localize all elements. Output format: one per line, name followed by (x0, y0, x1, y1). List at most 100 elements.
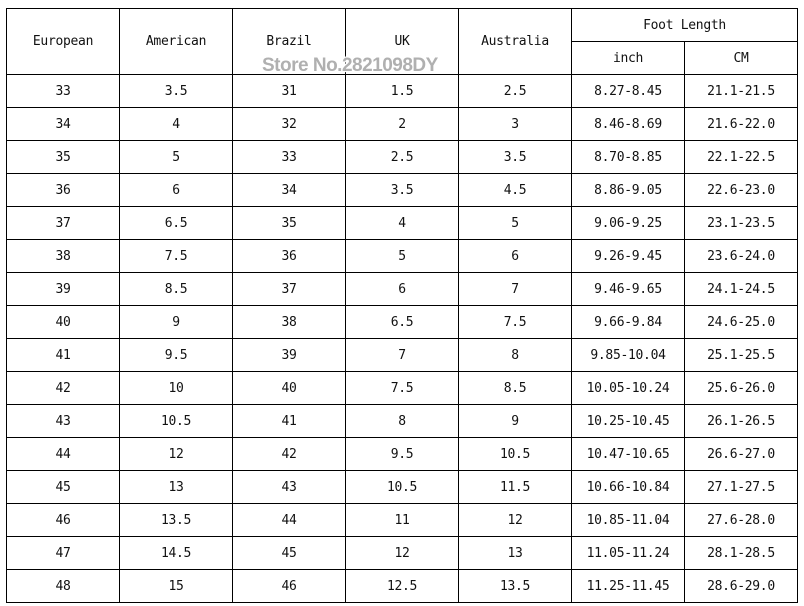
header-american: American (119, 8, 233, 75)
table-cell: 7.5 (458, 305, 572, 339)
table-cell: 8.86-9.05 (571, 173, 685, 207)
table-cell: 23.6-24.0 (683, 239, 799, 273)
table-row: 33 3.5 31 1.5 2.5 8.27-8.45 21.1-21.5 (6, 74, 799, 108)
table-cell: 10.5 (345, 470, 459, 504)
table-cell: 6.5 (119, 206, 233, 240)
table-cell: 35 (6, 140, 120, 174)
table-cell: 3 (458, 107, 572, 141)
table-cell: 25.6-26.0 (683, 371, 799, 405)
table-row: 48 15 46 12.5 13.5 11.25-11.45 28.6-29.0 (6, 569, 799, 603)
header-australia: Australia (458, 8, 572, 75)
table-cell: 10.47-10.65 (571, 437, 685, 471)
table-cell: 9.46-9.65 (571, 272, 685, 306)
table-cell: 3.5 (119, 74, 233, 108)
table-cell: 9.85-10.04 (571, 338, 685, 372)
table-cell: 11.5 (458, 470, 572, 504)
table-cell: 26.6-27.0 (683, 437, 799, 471)
table-cell: 46 (6, 503, 120, 537)
table-cell: 39 (232, 338, 346, 372)
table-cell: 8.70-8.85 (571, 140, 685, 174)
table-row: 39 8.5 37 6 7 9.46-9.65 24.1-24.5 (6, 272, 799, 306)
table-cell: 38 (6, 239, 120, 273)
table-cell: 4.5 (458, 173, 572, 207)
table-cell: 44 (6, 437, 120, 471)
table-cell: 37 (232, 272, 346, 306)
table-cell: 22.6-23.0 (683, 173, 799, 207)
table-cell: 36 (6, 173, 120, 207)
table-cell: 35 (232, 206, 346, 240)
header-inch: inch (571, 41, 685, 75)
table-cell: 25.1-25.5 (683, 338, 799, 372)
table-cell: 41 (6, 338, 120, 372)
table-cell: 11.25-11.45 (571, 569, 685, 603)
watermark: Store No.2821098DY (262, 55, 438, 76)
table-cell: 9.66-9.84 (571, 305, 685, 339)
table-cell: 24.6-25.0 (683, 305, 799, 339)
table-cell: 6 (119, 173, 233, 207)
table-cell: 22.1-22.5 (683, 140, 799, 174)
table-cell: 33 (6, 74, 120, 108)
table-row: 38 7.5 36 5 6 9.26-9.45 23.6-24.0 (6, 239, 799, 273)
table-cell: 47 (6, 536, 120, 570)
table-cell: 31 (232, 74, 346, 108)
table-cell: 12 (119, 437, 233, 471)
table-cell: 7 (458, 272, 572, 306)
table-cell: 8 (345, 404, 459, 438)
table-cell: 3.5 (458, 140, 572, 174)
table-cell: 40 (232, 371, 346, 405)
header-european: European (6, 8, 120, 75)
table-cell: 8 (458, 338, 572, 372)
table-cell: 42 (232, 437, 346, 471)
table-cell: 10.66-10.84 (571, 470, 685, 504)
table-cell: 10 (119, 371, 233, 405)
table-row: 46 13.5 44 11 12 10.85-11.04 27.6-28.0 (6, 503, 799, 537)
table-cell: 3.5 (345, 173, 459, 207)
table-cell: 2.5 (458, 74, 572, 108)
table-cell: 44 (232, 503, 346, 537)
table-cell: 8.5 (119, 272, 233, 306)
table-cell: 7.5 (119, 239, 233, 273)
table-row: 41 9.5 39 7 8 9.85-10.04 25.1-25.5 (6, 338, 799, 372)
table-cell: 4 (119, 107, 233, 141)
table-cell: 21.1-21.5 (683, 74, 799, 108)
table-cell: 32 (232, 107, 346, 141)
table-cell: 15 (119, 569, 233, 603)
table-cell: 10.25-10.45 (571, 404, 685, 438)
table-cell: 6 (458, 239, 572, 273)
table-cell: 13 (119, 470, 233, 504)
table-row: 42 10 40 7.5 8.5 10.05-10.24 25.6-26.0 (6, 371, 799, 405)
table-cell: 10.85-11.04 (571, 503, 685, 537)
table-cell: 27.6-28.0 (683, 503, 799, 537)
size-chart-table: European American Brazil UK Australia Fo… (6, 8, 799, 603)
table-cell: 43 (6, 404, 120, 438)
table-cell: 46 (232, 569, 346, 603)
table-row: 36 6 34 3.5 4.5 8.86-9.05 22.6-23.0 (6, 173, 799, 207)
table-cell: 8.5 (458, 371, 572, 405)
table-cell: 42 (6, 371, 120, 405)
table-row: 34 4 32 2 3 8.46-8.69 21.6-22.0 (6, 107, 799, 141)
table-cell: 24.1-24.5 (683, 272, 799, 306)
table-cell: 33 (232, 140, 346, 174)
table-cell: 9.26-9.45 (571, 239, 685, 273)
table-cell: 34 (232, 173, 346, 207)
table-cell: 13.5 (119, 503, 233, 537)
table-cell: 5 (345, 239, 459, 273)
table-row: 44 12 42 9.5 10.5 10.47-10.65 26.6-27.0 (6, 437, 799, 471)
table-cell: 11 (345, 503, 459, 537)
table-cell: 2.5 (345, 140, 459, 174)
table-cell: 12.5 (345, 569, 459, 603)
table-row: 47 14.5 45 12 13 11.05-11.24 28.1-28.5 (6, 536, 799, 570)
table-cell: 36 (232, 239, 346, 273)
table-cell: 9.5 (119, 338, 233, 372)
table-row: 43 10.5 41 8 9 10.25-10.45 26.1-26.5 (6, 404, 799, 438)
table-cell: 6 (345, 272, 459, 306)
table-cell: 9 (119, 305, 233, 339)
table-cell: 37 (6, 206, 120, 240)
table-row: 37 6.5 35 4 5 9.06-9.25 23.1-23.5 (6, 206, 799, 240)
table-cell: 21.6-22.0 (683, 107, 799, 141)
table-cell: 12 (458, 503, 572, 537)
table-cell: 4 (345, 206, 459, 240)
table-cell: 1.5 (345, 74, 459, 108)
table-cell: 12 (345, 536, 459, 570)
table-cell: 6.5 (345, 305, 459, 339)
